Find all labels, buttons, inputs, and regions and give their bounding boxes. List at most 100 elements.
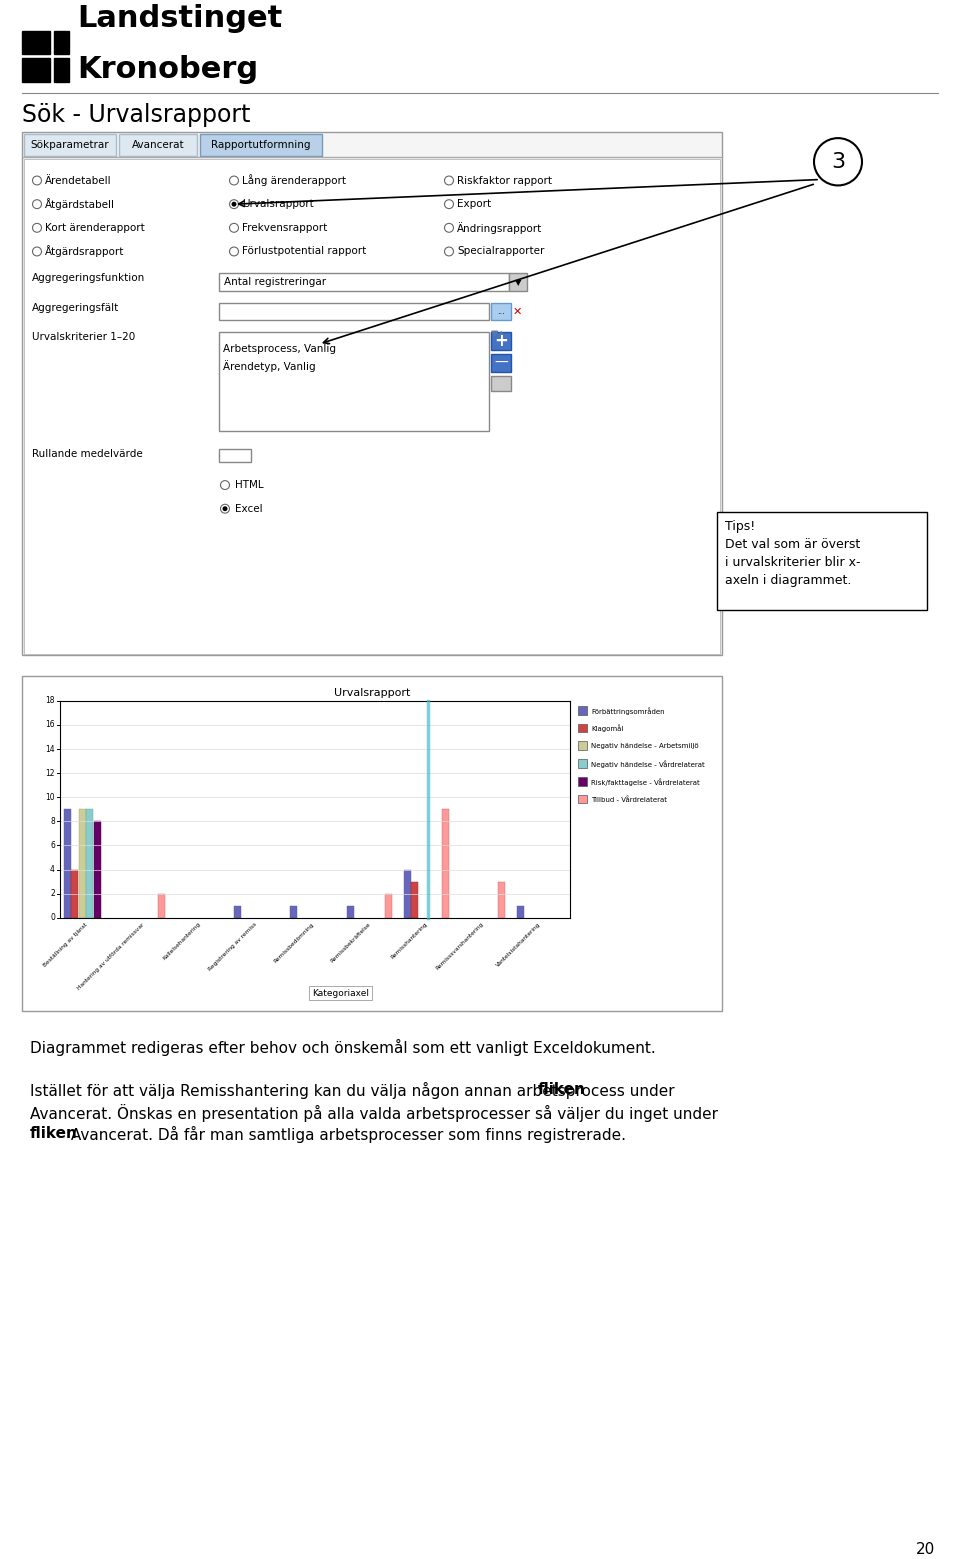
Text: Sökparametrar: Sökparametrar [31,140,109,150]
Text: Kategoriaxel: Kategoriaxel [312,988,369,998]
Text: —: — [494,355,508,369]
Bar [491,376,511,391]
Bar [119,134,197,156]
Bar [86,809,93,918]
Bar [578,723,587,733]
Bar [517,906,524,918]
Text: HTML: HTML [235,480,264,490]
Bar [442,809,448,918]
Text: Excel: Excel [235,504,263,514]
Text: Rapportutformning: Rapportutformning [211,140,311,150]
Bar [578,706,587,714]
Text: Kronoberg: Kronoberg [78,55,258,84]
Text: Lång ärenderapport: Lång ärenderapport [242,175,346,187]
Text: Urvalsrapport: Urvalsrapport [334,688,410,698]
Text: Beställning av tjänst: Beställning av tjänst [42,921,88,968]
Text: Förlustpotential rapport: Förlustpotential rapport [242,246,367,257]
Bar [498,881,505,918]
Bar [22,58,50,83]
Bar [509,273,527,292]
Bar [79,809,86,918]
Text: Klagomål: Klagomål [591,725,623,733]
Text: 0: 0 [50,914,55,923]
Text: Remissbedömning: Remissbedömning [273,921,315,963]
Circle shape [231,201,236,207]
Text: Urvalskriterier 1–20: Urvalskriterier 1–20 [32,332,135,343]
Text: Remisssvarshantering: Remisssvarshantering [435,921,485,971]
Text: 16: 16 [45,720,55,730]
Text: Diagrammet redigeras efter behov och önskemål som ett vanligt Exceldokument.: Diagrammet redigeras efter behov och öns… [30,1038,656,1055]
Text: 6: 6 [50,840,55,850]
Text: ▼▲: ▼▲ [491,329,506,338]
Bar [578,776,587,786]
Text: Avancerat. Då får man samtliga arbetsprocesser som finns registrerade.: Avancerat. Då får man samtliga arbetspro… [66,1126,626,1143]
Bar [491,302,511,321]
Bar [578,759,587,769]
Text: Hantering av utförda remissvar: Hantering av utförda remissvar [76,921,145,990]
Text: Ärendetabell: Ärendetabell [45,176,111,186]
Bar [63,809,71,918]
Bar [385,893,392,918]
Bar [22,133,722,655]
Bar [94,822,101,918]
Text: Ändringsrapport: Ändringsrapport [457,221,542,234]
Bar [200,134,322,156]
Text: Riskfaktor rapport: Riskfaktor rapport [457,176,552,186]
Text: 3: 3 [831,151,845,171]
Bar [219,449,251,463]
Bar [71,870,79,918]
Text: Sök - Urvalsrapport: Sök - Urvalsrapport [22,103,251,126]
Text: Istället för att välja Remisshantering kan du välja någon annan arbetsprocess un: Istället för att välja Remisshantering k… [30,1082,680,1099]
Text: 20: 20 [916,1542,935,1556]
Text: Landstinget: Landstinget [78,3,282,33]
Text: Aggregeringsfält: Aggregeringsfält [32,302,119,313]
Bar [404,870,411,918]
Bar [22,31,50,55]
Text: 10: 10 [45,794,55,801]
Text: 8: 8 [50,817,55,826]
Bar [22,677,722,1012]
Text: ...: ... [497,307,505,316]
Circle shape [814,139,862,186]
Bar [54,58,69,83]
Text: Arbetsprocess, Vanlig: Arbetsprocess, Vanlig [223,345,336,354]
Text: Tips!
Det val som är överst
i urvalskriterier blir x-
axeln i diagrammet.: Tips! Det val som är överst i urvalskrit… [725,519,860,586]
Text: Väntelsistahantering: Väntelsistahantering [495,921,541,968]
Bar [24,134,116,156]
Text: Avancerat. Önskas en presentation på alla valda arbetsprocesser så väljer du ing: Avancerat. Önskas en presentation på all… [30,1104,718,1122]
Text: Åtgärdsrapport: Åtgärdsrapport [45,245,125,257]
Text: ▼: ▼ [515,278,521,287]
Text: Aggregeringsfunktion: Aggregeringsfunktion [32,273,145,284]
Text: Export: Export [457,200,492,209]
Text: Tillbud - Vårdrelaterat: Tillbud - Vårdrelaterat [591,797,667,803]
Text: ✕: ✕ [513,307,521,316]
Bar [60,702,570,918]
Text: 4: 4 [50,865,55,875]
Bar [234,906,241,918]
Text: Specialrapporter: Specialrapporter [457,246,544,257]
Text: Remisshantering: Remisshantering [390,921,428,960]
Bar [348,906,354,918]
Bar [491,354,511,371]
Bar [491,332,511,351]
Bar [578,795,587,803]
Text: Registrering av remiss: Registrering av remiss [208,921,258,973]
Bar [219,332,489,430]
Text: fliken: fliken [539,1082,586,1098]
Text: Avancerat: Avancerat [132,140,184,150]
Text: Negativ händelse - Vårdrelaterat: Negativ händelse - Vårdrelaterat [591,761,705,769]
Text: Urvalsrapport: Urvalsrapport [242,200,314,209]
Bar [219,302,489,321]
Bar [158,893,165,918]
Bar [24,159,720,653]
Text: Kallelsehantering: Kallelsehantering [162,921,202,962]
Circle shape [223,507,228,511]
Bar [54,31,69,55]
Text: fliken: fliken [30,1126,78,1141]
Text: Antal registreringar: Antal registreringar [224,278,326,287]
Bar [291,906,298,918]
Text: Förbättringsområden: Förbättringsområden [591,706,664,714]
Text: Ärendetyp, Vanlig: Ärendetyp, Vanlig [223,360,316,371]
Text: Remissbekräftelse: Remissbekräftelse [329,921,372,963]
Bar [717,511,927,610]
